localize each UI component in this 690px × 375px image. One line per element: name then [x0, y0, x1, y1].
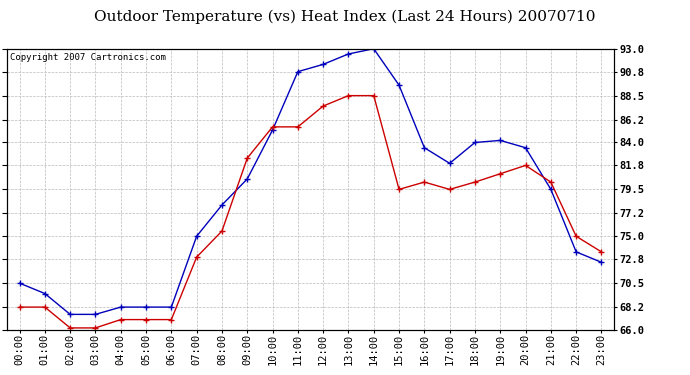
Text: Copyright 2007 Cartronics.com: Copyright 2007 Cartronics.com — [10, 53, 166, 62]
Text: Outdoor Temperature (vs) Heat Index (Last 24 Hours) 20070710: Outdoor Temperature (vs) Heat Index (Las… — [95, 9, 595, 24]
